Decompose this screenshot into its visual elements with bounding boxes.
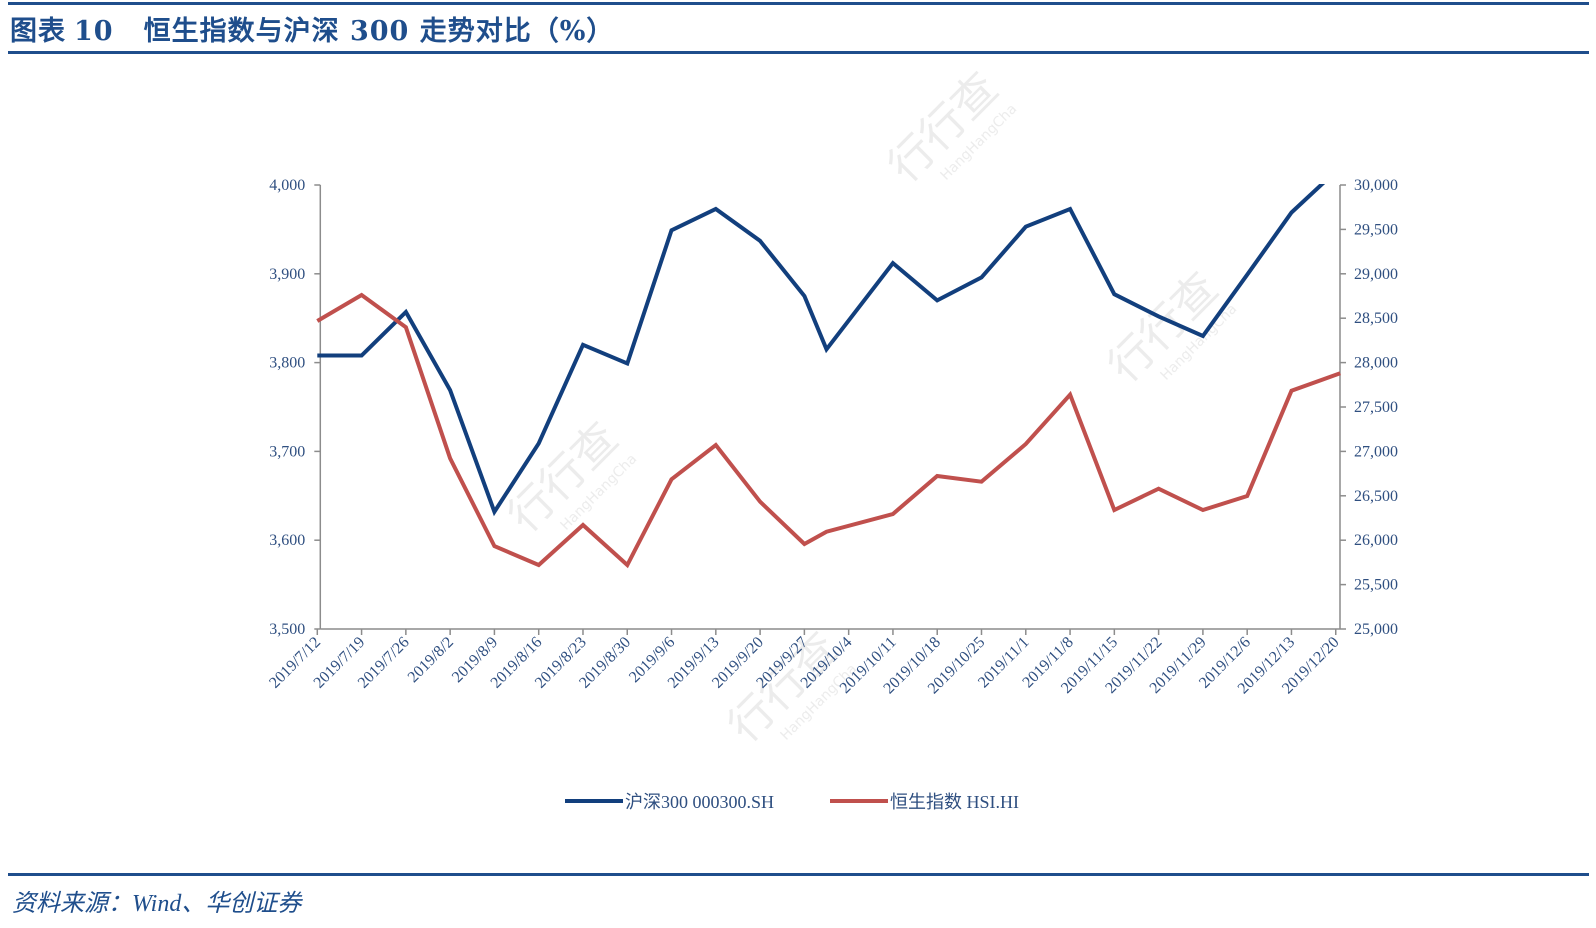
right-tick-label: 27,500 xyxy=(1354,399,1398,416)
csi300-line xyxy=(317,184,1326,517)
right-tick-label: 28,500 xyxy=(1354,310,1398,327)
legend-label-csi300: 沪深300 000300.SH xyxy=(625,792,775,812)
legend-label-hsi: 恒生指数 HSI.HI xyxy=(890,792,1020,812)
header-top-rule xyxy=(8,2,1589,5)
right-tick-label: 28,000 xyxy=(1354,355,1398,372)
left-tick-label: 3,600 xyxy=(269,532,305,549)
figure-title: 图表 10 恒生指数与沪深 300 走势对比（%） xyxy=(10,9,614,48)
right-tick-label: 29,500 xyxy=(1354,221,1398,238)
left-tick-label: 3,500 xyxy=(269,621,305,638)
right-tick-label: 27,000 xyxy=(1354,443,1398,460)
legend-item-csi300: 沪深300 000300.SH xyxy=(565,788,774,814)
left-tick-label: 3,800 xyxy=(269,355,305,372)
hsi-line xyxy=(316,292,1341,569)
right-tick-label: 29,000 xyxy=(1354,266,1398,283)
right-tick-label: 30,000 xyxy=(1354,177,1398,194)
right-tick-label: 25,500 xyxy=(1354,577,1398,594)
left-tick-label: 3,700 xyxy=(269,443,305,460)
right-tick-label: 26,000 xyxy=(1354,532,1398,549)
header-bottom-rule xyxy=(8,51,1589,54)
footer-rule xyxy=(8,873,1589,876)
right-tick-label: 26,500 xyxy=(1354,488,1398,505)
right-tick-label: 25,000 xyxy=(1354,621,1398,638)
left-tick-label: 4,000 xyxy=(269,177,305,194)
legend-item-hsi: 恒生指数 HSI.HI xyxy=(830,788,1019,814)
source-note: 资料来源：Wind、华创证券 xyxy=(12,891,302,917)
legend-swatch-csi300 xyxy=(565,799,623,803)
chart-series xyxy=(316,184,1341,569)
figure-number: 10 xyxy=(74,16,114,47)
x-tick-label: 2019/8/2 xyxy=(405,634,457,686)
chart-axes: 3,500 3,600 3,700 3,800 3,900 4,000 25,000 25,5… xyxy=(269,177,1398,638)
legend-swatch-hsi xyxy=(830,799,889,803)
left-tick-label: 3,900 xyxy=(269,266,305,283)
x-axis-labels: 2019/7/122019/7/192019/7/262019/8/22019/… xyxy=(266,634,1342,698)
title-text: 恒生指数与沪深 300 走势对比（%） xyxy=(143,16,615,47)
chart-legend: 沪深300 000300.SH 恒生指数 HSI.HI xyxy=(565,788,1075,814)
figure-label: 图表 xyxy=(10,16,66,47)
